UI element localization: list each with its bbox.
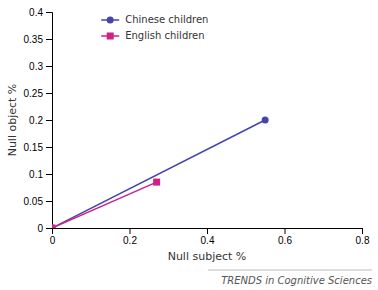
tick-label: 0.35 — [24, 34, 44, 45]
tick-mark — [362, 228, 363, 234]
series-line — [52, 120, 265, 228]
tick: 0.25 — [24, 88, 52, 99]
tick-mark — [285, 228, 286, 234]
tick-label: 0.1 — [29, 169, 43, 180]
tick-mark — [46, 93, 52, 94]
series-layer — [52, 117, 269, 229]
x-axis-title: Null subject % — [168, 250, 247, 263]
tick-label: 0 — [37, 223, 43, 234]
tick-mark — [46, 120, 52, 121]
tick: 0.4 — [29, 7, 52, 18]
tick-label: 0.4 — [201, 235, 215, 246]
tick: 0.2 — [29, 115, 52, 126]
point — [262, 117, 269, 124]
series-line — [52, 182, 157, 228]
tick: 0.35 — [24, 34, 52, 45]
chart: 00.20.40.60.800.050.10.150.20.250.30.350… — [0, 0, 378, 290]
legend-label: English children — [125, 30, 204, 41]
tick-label: 0.15 — [24, 142, 44, 153]
point — [153, 179, 160, 186]
tick: 0.4 — [201, 228, 215, 246]
tick-label: 0.8 — [356, 235, 370, 246]
tick-mark — [46, 228, 52, 229]
tick-mark — [46, 201, 52, 202]
tick-label: 0.3 — [29, 61, 43, 72]
legend-label: Chinese children — [125, 14, 208, 25]
annotation-rule — [208, 270, 372, 271]
annotation: TRENDS in Cognitive Sciences — [221, 275, 372, 286]
legend-marker — [107, 33, 114, 40]
tick-mark — [46, 147, 52, 148]
tick: 0 — [50, 228, 56, 246]
x-axis: 0 0.2 0.4 0.6 0.8 — [50, 228, 370, 246]
point — [52, 225, 56, 229]
legend: Chinese children English children — [101, 14, 208, 41]
tick-mark — [46, 12, 52, 13]
tick-label: 0.2 — [29, 115, 43, 126]
tick-label: 0.4 — [29, 7, 43, 18]
tick: 0.15 — [24, 142, 52, 153]
tick: 0 — [37, 223, 52, 234]
tick: 0.2 — [123, 228, 137, 246]
plot-area: 00.20.40.60.800.050.10.150.20.250.30.350… — [24, 7, 370, 246]
tick-mark — [46, 39, 52, 40]
point — [52, 225, 56, 229]
tick: 0.3 — [29, 61, 52, 72]
tick-label: 0 — [50, 235, 56, 246]
legend-item: Chinese children — [101, 14, 208, 25]
legend-marker — [107, 17, 114, 24]
tick: 0.1 — [29, 169, 52, 180]
tick-mark — [46, 174, 52, 175]
tick-label: 0.2 — [123, 235, 137, 246]
tick-mark — [207, 228, 208, 234]
tick-mark — [46, 66, 52, 67]
tick: 0.05 — [24, 196, 52, 207]
y-axis: 0 0.05 0.1 0.15 0.2 0.25 0.3 0.35 0.4 — [24, 7, 53, 234]
axis-line — [53, 229, 363, 235]
tick: 0.6 — [278, 228, 292, 246]
legend-item: English children — [101, 30, 204, 41]
tick-label: 0.25 — [24, 88, 44, 99]
tick: 0.8 — [356, 228, 370, 246]
tick-label: 0.05 — [24, 196, 44, 207]
tick-label: 0.6 — [278, 235, 292, 246]
axis-line — [46, 13, 53, 229]
y-axis-title: Null object % — [6, 84, 19, 157]
tick-mark — [130, 228, 131, 234]
